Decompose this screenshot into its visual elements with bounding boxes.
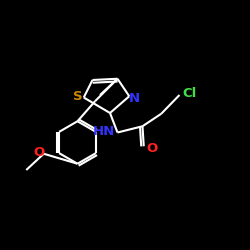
Text: N: N [129,92,140,105]
Text: S: S [73,90,82,103]
Text: HN: HN [93,125,115,138]
Text: Cl: Cl [182,87,197,100]
Text: O: O [34,146,45,159]
Text: O: O [147,142,158,155]
